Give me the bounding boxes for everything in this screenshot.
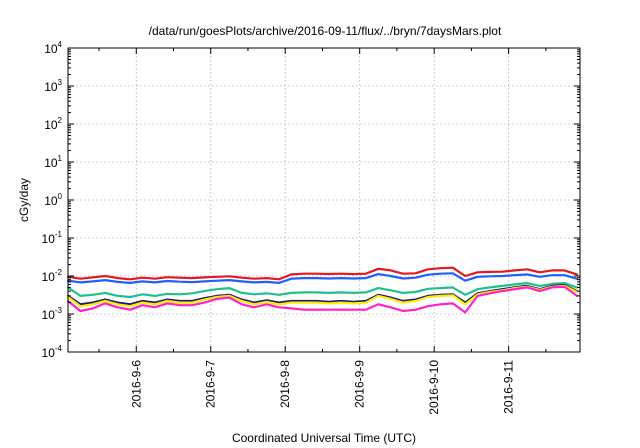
series-line-1 (66, 266, 579, 281)
y-tick-label: 101 (44, 154, 62, 170)
x-tick-label: 2016-9-8 (278, 360, 292, 408)
y-tick-label: 10-2 (42, 268, 63, 284)
y-tick-label: 104 (44, 40, 62, 56)
x-axis-label: Coordinated Universal Time (UTC) (232, 431, 416, 445)
x-tick-label: 2016-9-7 (204, 360, 218, 408)
series-line-2 (66, 272, 579, 284)
y-tick-label: 10-3 (42, 306, 63, 322)
series-line-3 (66, 282, 579, 299)
data-series (66, 266, 579, 314)
chart-title: /data/run/goesPlots/archive/2016-09-11/f… (149, 24, 502, 38)
series-line-6 (66, 285, 579, 314)
series-line-5 (66, 284, 579, 308)
plot-axes (67, 47, 581, 353)
x-tick-labels: 2016-9-6 2016-9-7 2016-9-8 2016-9-9 2016-9-1… (129, 360, 515, 415)
y-tick-label: 10-1 (42, 230, 63, 246)
x-tick-label: 2016-9-11 (502, 360, 516, 414)
y-tick-label: 102 (44, 116, 62, 132)
y-tick-label: 10-4 (42, 344, 63, 360)
x-tick-label: 2016-9-9 (353, 360, 367, 408)
x-tick-label: 2016-9-10 (427, 360, 441, 415)
x-tick-label: 2016-9-6 (129, 360, 143, 408)
grid-lines (68, 48, 580, 352)
y-tick-labels: 10-4 10-3 10-2 10-1 100 101 102 103 104 (42, 40, 63, 360)
y-tick-label: 103 (44, 78, 62, 94)
y-axis-label: cGy/day (17, 178, 31, 222)
y-tick-label: 100 (44, 192, 62, 208)
